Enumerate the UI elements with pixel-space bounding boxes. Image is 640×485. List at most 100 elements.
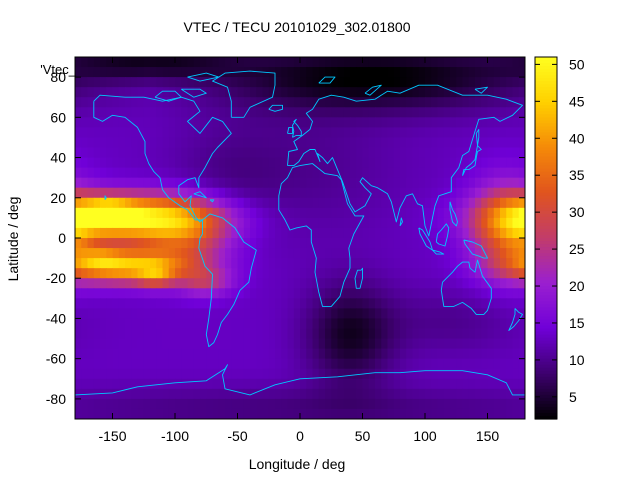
heatmap-cell: [156, 268, 164, 279]
heatmap-cell: [200, 308, 207, 320]
heatmap-cell: [300, 408, 307, 419]
heatmap-cell: [393, 358, 401, 370]
heatmap-cell: [431, 57, 439, 68]
heatmap-cell: [356, 328, 364, 340]
heatmap-cell: [456, 147, 464, 159]
colorbar-segment: [535, 271, 557, 275]
heatmap-cell: [193, 207, 201, 219]
heatmap-cell: [193, 97, 201, 108]
heatmap-cell: [268, 378, 276, 390]
heatmap-cell: [193, 328, 201, 340]
heatmap-cell: [256, 207, 264, 219]
heatmap-cell: [431, 358, 439, 370]
heatmap-cell: [518, 117, 525, 128]
heatmap-cell: [281, 348, 289, 360]
heatmap-cell: [450, 348, 457, 360]
heatmap-cell: [243, 127, 251, 139]
heatmap-cell: [137, 358, 145, 370]
heatmap-cell: [400, 67, 407, 78]
heatmap-cell: [87, 338, 95, 350]
heatmap-cell: [231, 167, 239, 179]
heatmap-cell: [281, 278, 289, 289]
heatmap-cell: [150, 77, 157, 88]
heatmap-cell: [400, 288, 407, 299]
heatmap-cell: [112, 278, 120, 289]
heatmap-cell: [100, 378, 107, 390]
heatmap-cell: [93, 137, 101, 149]
heatmap-cell: [493, 147, 501, 159]
heatmap-cell: [487, 207, 495, 219]
heatmap-cell: [506, 238, 514, 249]
heatmap-cell: [443, 368, 451, 380]
heatmap-cell: [262, 298, 270, 309]
heatmap-cell: [406, 147, 414, 159]
heatmap-cell: [300, 197, 307, 209]
heatmap-cell: [443, 298, 451, 309]
heatmap-cell: [212, 117, 220, 128]
heatmap-cell: [318, 318, 326, 330]
heatmap-cell: [168, 67, 176, 78]
heatmap-cell: [456, 57, 464, 68]
heatmap-cell: [225, 398, 232, 410]
heatmap-cell: [375, 87, 382, 98]
heatmap-cell: [193, 378, 201, 390]
heatmap-cell: [243, 197, 251, 209]
heatmap-cell: [425, 227, 432, 239]
heatmap-cell: [200, 328, 207, 340]
heatmap-cell: [350, 358, 357, 370]
heatmap-cell: [325, 207, 332, 219]
colorbar-segment: [535, 177, 557, 182]
heatmap-cell: [331, 187, 339, 199]
heatmap-cell: [356, 308, 364, 320]
colorbar-tick-label: 30: [569, 204, 585, 220]
heatmap-cell: [206, 328, 214, 340]
heatmap-cell: [506, 227, 514, 239]
heatmap-cell: [362, 278, 370, 289]
heatmap-cell: [375, 408, 382, 419]
heatmap-cell: [168, 408, 176, 419]
heatmap-cell: [268, 227, 276, 239]
heatmap-cell: [156, 358, 164, 370]
heatmap-cell: [212, 358, 220, 370]
heatmap-cell: [162, 288, 170, 299]
colorbar-segment: [535, 102, 557, 106]
heatmap-cell: [475, 278, 482, 289]
heatmap-cell: [437, 278, 445, 289]
heatmap-cell: [162, 157, 170, 169]
heatmap-cell: [93, 338, 101, 350]
x-tick-label: -50: [227, 428, 247, 444]
y-tick-label: -20: [46, 270, 66, 286]
heatmap-cell: [343, 358, 351, 370]
heatmap-cell: [312, 378, 320, 390]
heatmap-cell: [512, 67, 520, 78]
heatmap-cell: [112, 187, 120, 199]
heatmap-cell: [437, 328, 445, 340]
heatmap-cell: [281, 97, 289, 108]
heatmap-cell: [356, 288, 364, 299]
heatmap-cell: [156, 248, 164, 259]
heatmap-cell: [275, 268, 282, 279]
heatmap-cell: [425, 87, 432, 98]
heatmap-cell: [287, 298, 295, 309]
heatmap-cell: [212, 107, 220, 118]
heatmap-cell: [337, 258, 345, 269]
heatmap-cell: [287, 227, 295, 239]
heatmap-cell: [262, 147, 270, 159]
heatmap-cell: [293, 197, 301, 209]
heatmap-cell: [425, 298, 432, 309]
heatmap-cell: [75, 87, 82, 98]
heatmap-cell: [450, 67, 457, 78]
colorbar-segment: [535, 90, 557, 94]
heatmap-cell: [443, 197, 451, 209]
heatmap-cell: [343, 177, 351, 189]
heatmap-cell: [168, 238, 176, 249]
heatmap-cell: [375, 127, 382, 139]
heatmap-cell: [187, 248, 195, 259]
heatmap-cell: [125, 408, 132, 419]
heatmap-cell: [243, 177, 251, 189]
heatmap-cell: [137, 147, 145, 159]
heatmap-cell: [193, 147, 201, 159]
heatmap-cell: [250, 368, 257, 380]
heatmap-cell: [162, 258, 170, 269]
heatmap-cell: [112, 388, 120, 400]
